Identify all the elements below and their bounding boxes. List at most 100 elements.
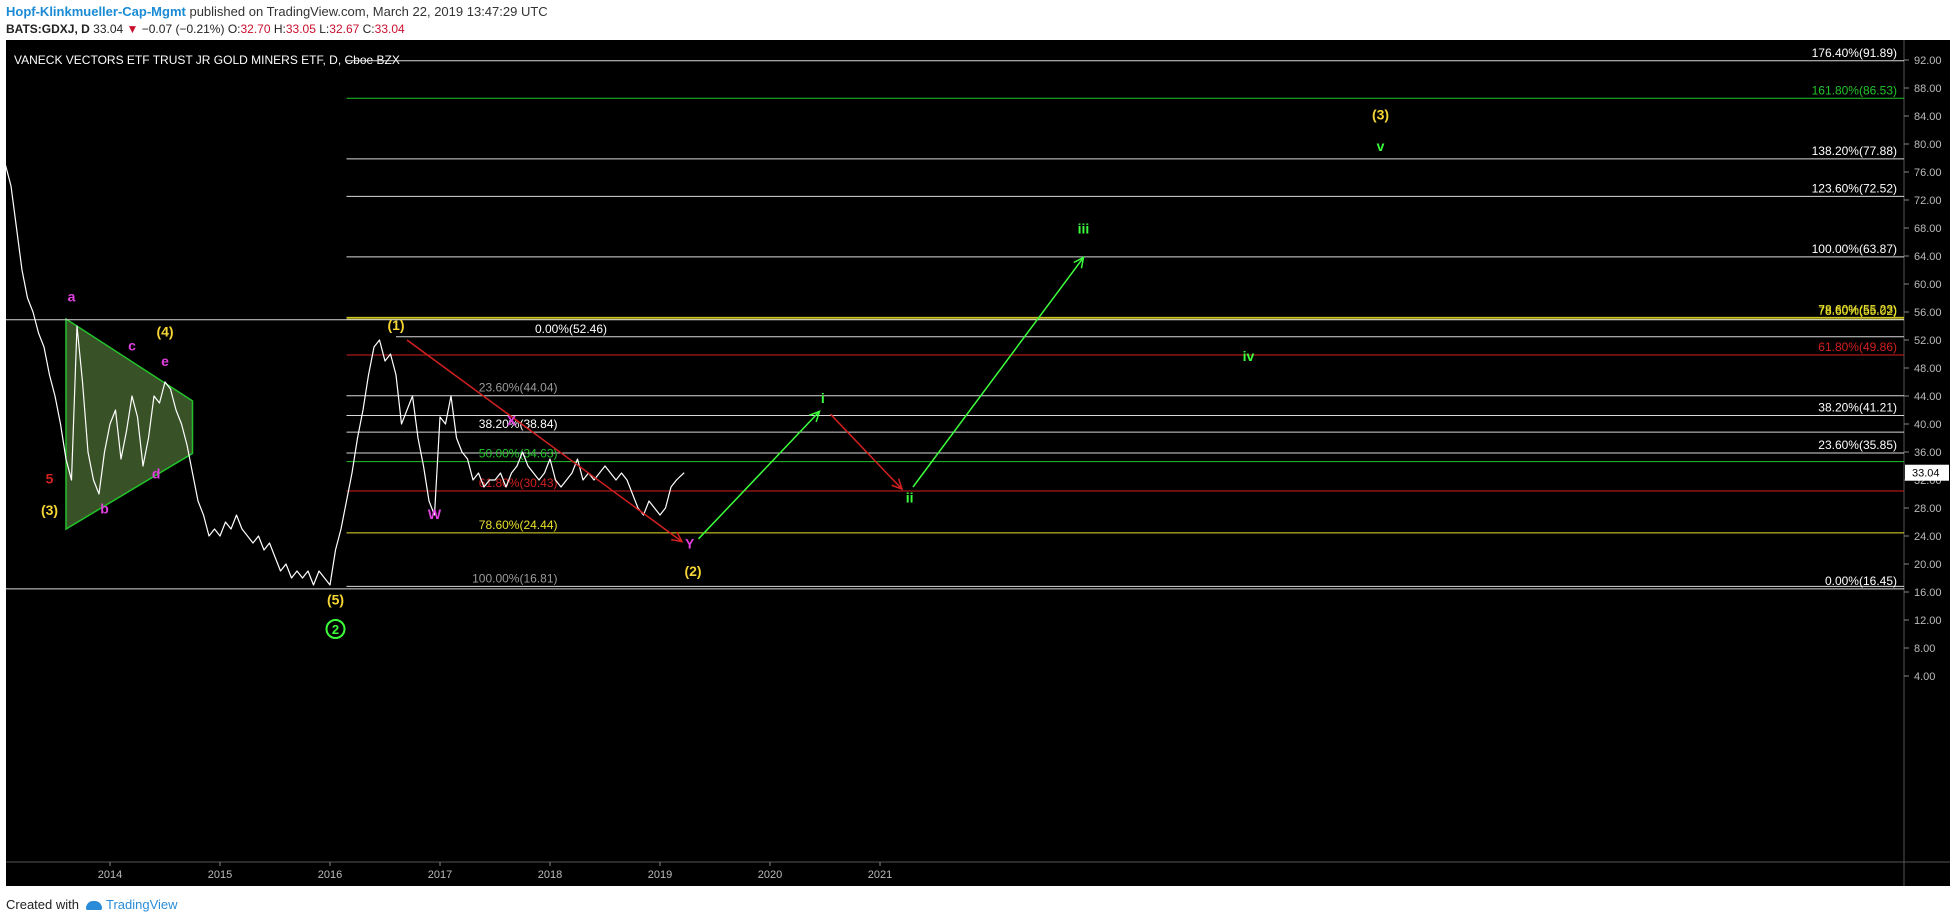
tradingview-logo-icon <box>85 901 102 911</box>
y-tick-label: 88.00 <box>1914 83 1942 95</box>
price-line <box>4 164 685 586</box>
level-label: 100.00%(16.81) <box>472 571 557 585</box>
symbol-quote-bar: BATS:GDXJ, D 33.04 ▼ −0.07 (−0.21%) O: 32… <box>6 22 405 36</box>
y-tick-label: 80.00 <box>1914 139 1942 151</box>
level-label: 23.60%(44.04) <box>479 381 558 395</box>
wave-label: (3) <box>41 502 58 518</box>
wave-arrow <box>406 339 683 543</box>
x-tick-label: 2021 <box>868 869 892 881</box>
y-tick-label: 40.00 <box>1914 419 1942 431</box>
publish-header: Hopf-Klinkmueller-Cap-Mgmt published on … <box>6 4 548 19</box>
y-tick-label: 52.00 <box>1914 335 1942 347</box>
price-change: −0.07 (−0.21%) <box>141 22 225 36</box>
last-price-badge-label: 33.04 <box>1912 468 1940 480</box>
x-tick-label: 2017 <box>428 869 452 881</box>
y-tick-label: 92.00 <box>1914 55 1942 67</box>
publish-info: published on TradingView.com, March 22, … <box>189 4 548 19</box>
wave-arrow-head <box>891 478 904 491</box>
price-axis-background <box>1904 40 1950 886</box>
wave-label: X <box>507 412 517 428</box>
wave-arrow <box>912 256 1085 488</box>
y-tick-label: 84.00 <box>1914 111 1942 123</box>
x-tick-label: 2020 <box>758 869 782 881</box>
y-tick-label: 48.00 <box>1914 363 1942 375</box>
wave-label: v <box>1377 138 1385 154</box>
circled-wave-marker <box>325 619 346 639</box>
y-tick-label: 44.00 <box>1914 391 1942 403</box>
wave-label: (3) <box>1372 107 1389 123</box>
level-label: 0.00%(52.46) <box>535 322 607 336</box>
wave-arrow-head <box>671 531 684 543</box>
x-axis: 2014 2015 2016 2017 2018 2019 2020 2021 <box>98 862 892 881</box>
wave-label: i <box>821 390 825 406</box>
high-value: 33.05 <box>285 22 316 36</box>
wave-label: (5) <box>327 592 344 608</box>
y-tick-label: 24.00 <box>1914 531 1942 543</box>
y-tick-label: 28.00 <box>1914 503 1942 515</box>
y-tick-label: 56.00 <box>1914 307 1942 319</box>
down-arrow-icon: ▼ <box>126 22 139 36</box>
tradingview-brand-link[interactable]: TradingView <box>106 897 178 912</box>
open-label: O: <box>227 22 241 36</box>
price-layer <box>4 164 685 586</box>
level-label: 0.00%(16.45) <box>1825 574 1897 588</box>
author-link[interactable]: Hopf-Klinkmueller-Cap-Mgmt <box>6 4 186 19</box>
low-value: 32.67 <box>329 22 360 36</box>
y-tick-label: 72.00 <box>1914 195 1942 207</box>
wave-label: iii <box>1078 221 1090 237</box>
level-label: 78.60%(55.02) <box>1818 304 1897 318</box>
wave-arrow <box>829 413 903 490</box>
footer: Created with TradingView <box>6 897 178 912</box>
x-tick-label: 2016 <box>318 869 342 881</box>
level-label: 61.80%(49.86) <box>1818 340 1897 354</box>
x-tick-label: 2015 <box>208 869 232 881</box>
arrows-layer <box>406 256 1085 543</box>
wave-arrow <box>697 410 821 540</box>
wave-label: e <box>161 353 169 369</box>
level-label: 176.40%(91.89) <box>1812 46 1897 60</box>
x-tick-label: 2019 <box>648 869 672 881</box>
wave-label: Y <box>685 536 695 552</box>
level-lines-layer: 176.40%(91.89) 161.80%(86.53) 138.20%(77.8… <box>6 46 1904 590</box>
wave-label: (2) <box>684 563 701 579</box>
wave-label: 5 <box>46 471 54 487</box>
level-label: 100.00%(63.87) <box>1812 242 1897 256</box>
x-tick-label: 2018 <box>538 869 562 881</box>
wave-label: d <box>152 466 161 482</box>
level-label: 78.60%(24.44) <box>479 518 558 532</box>
x-tick-label: 2014 <box>98 869 122 881</box>
wave-label: (1) <box>387 317 404 333</box>
last-price: 33.04 <box>93 22 124 36</box>
y-tick-label: 64.00 <box>1914 251 1942 263</box>
y-tick-label: 16.00 <box>1914 587 1942 599</box>
high-label: H: <box>273 22 286 36</box>
wave-label: ii <box>906 489 914 505</box>
low-label: L: <box>319 22 330 36</box>
level-label: 38.20%(38.84) <box>479 417 558 431</box>
y-tick-label: 60.00 <box>1914 279 1942 291</box>
close-value: 33.04 <box>374 22 405 36</box>
y-tick-label: 4.00 <box>1914 671 1935 683</box>
y-tick-label: 68.00 <box>1914 223 1942 235</box>
y-tick-label: 8.00 <box>1914 643 1935 655</box>
wave-label: iv <box>1243 348 1255 364</box>
y-tick-label: 12.00 <box>1914 615 1942 627</box>
level-label: 123.60%(72.52) <box>1812 181 1897 195</box>
chart-background <box>6 40 1904 886</box>
y-tick-label: 76.00 <box>1914 167 1942 179</box>
chart-title: VANECK VECTORS ETF TRUST JR GOLD MINERS … <box>14 53 400 67</box>
level-label: 78.60%(55.23) <box>1818 302 1897 316</box>
circled-wave-label: 2 <box>332 622 339 637</box>
wave-arrow-head <box>808 410 821 423</box>
level-label: 138.20%(77.88) <box>1812 144 1897 158</box>
level-label: 50.00%(34.63) <box>479 447 558 461</box>
level-label: 38.20%(41.21) <box>1818 401 1897 415</box>
level-label: 161.80%(86.53) <box>1812 83 1897 97</box>
wave-label: a <box>68 289 76 305</box>
wave-arrow-head <box>1073 256 1085 269</box>
wave-label: b <box>100 501 109 517</box>
y-tick-label: 36.00 <box>1914 447 1942 459</box>
symbol-label: BATS:GDXJ, D <box>6 22 90 36</box>
